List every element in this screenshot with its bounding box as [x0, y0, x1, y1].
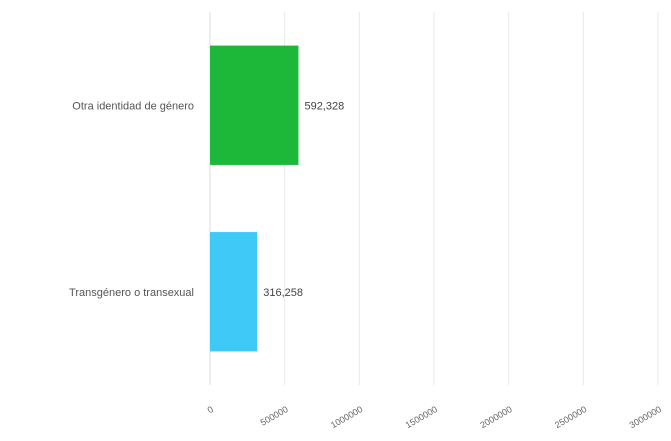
x-tick-label: 2000000	[478, 404, 513, 430]
labels: Otra identidad de género 592,328 Transgéne…	[69, 100, 344, 299]
x-tick-label: 2500000	[553, 404, 588, 430]
x-tick-label: 0	[206, 404, 215, 415]
category-label: Otra identidad de género	[72, 100, 194, 112]
x-tick-label: 500000	[259, 404, 290, 428]
data-label: 316,258	[263, 287, 303, 299]
x-tick-label: 1500000	[404, 404, 439, 430]
bar[interactable]	[210, 232, 258, 352]
category-label: Transgénero o transexual	[69, 287, 194, 299]
x-axis-ticks: 0 500000 1000000 1500000 2000000 2500000 30000…	[206, 404, 663, 430]
x-tick-label: 3000000	[628, 404, 663, 430]
bar[interactable]	[210, 45, 299, 165]
data-label: 592,328	[304, 100, 344, 112]
x-tick-label: 1000000	[329, 404, 364, 430]
bars	[210, 45, 299, 352]
